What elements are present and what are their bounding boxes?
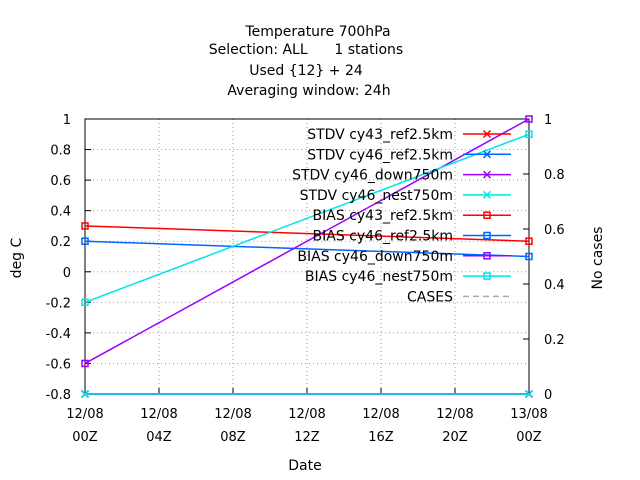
legend-label: BIAS cy43_ref2.5km: [313, 208, 453, 224]
legend-label: STDV cy46_nest750m: [300, 188, 453, 204]
x-tick-label-date: 12/08: [436, 407, 473, 422]
y-tick-label: 0.2: [50, 235, 71, 250]
legend-label: STDV cy46_down750m: [292, 168, 453, 184]
x-tick-label-date: 12/08: [140, 407, 177, 422]
legend: STDV cy43_ref2.5km STDV cy46_ref2.5km STDV…: [292, 127, 511, 305]
square-marker: [81, 298, 89, 307]
y-tick-label: -0.2: [46, 296, 71, 311]
y-axis-label: deg C: [9, 237, 25, 278]
series-5: [81, 237, 533, 261]
x-marker-stroke: [80, 389, 90, 399]
x-marker: [482, 150, 492, 159]
y2-tick-label: 1: [544, 113, 552, 128]
x-marker-stroke: [482, 170, 492, 179]
x-marker-stroke: [482, 190, 492, 199]
x-marker-stroke: [524, 389, 534, 399]
square-marker: [483, 211, 491, 219]
legend-label: STDV cy46_ref2.5km: [307, 147, 453, 163]
square-marker: [525, 252, 533, 261]
y2-axis-label: No cases: [590, 227, 606, 290]
x-tick-label-hour: 00Z: [516, 430, 542, 445]
x-tick-label-hour: 08Z: [220, 430, 246, 445]
legend-label: BIAS cy46_nest750m: [305, 269, 453, 285]
x-tick-label-hour: 04Z: [146, 430, 172, 445]
y2-tick-label: 0.8: [544, 168, 565, 183]
series-3: [80, 389, 534, 399]
x-axis-label: Date: [288, 458, 321, 474]
series-lines: [80, 115, 534, 399]
plot-axes: -0.8 -0.6 -0.4 -0.2 0 0.2 0.4 0.6 0.8 1 0 0.2 0.4 0.6…: [46, 113, 565, 445]
series-line: [84, 118, 530, 365]
square-marker: [483, 231, 491, 240]
y2-tick-label: 0: [544, 388, 552, 403]
square-marker: [81, 237, 89, 245]
x-tick-label-date: 12/08: [66, 407, 103, 422]
square-marker: [525, 130, 533, 139]
y-tick-label: -0.8: [46, 388, 71, 403]
series-4: [81, 222, 533, 245]
y-tick-label: 0: [63, 266, 71, 281]
x-marker: [524, 389, 534, 399]
x-tick-label-hour: 00Z: [72, 430, 98, 445]
square-marker: [525, 115, 533, 123]
x-tick-label-date: 12/08: [362, 407, 399, 422]
x-tick-label-hour: 12Z: [294, 430, 320, 445]
series-7: [81, 130, 533, 307]
y-tick-label: -0.4: [46, 327, 71, 342]
square-marker: [483, 252, 491, 260]
square-marker: [525, 237, 533, 245]
series-6: [81, 115, 533, 368]
x-marker: [482, 129, 492, 139]
series-line: [84, 225, 530, 242]
y2-tick-label: 0.2: [544, 333, 565, 348]
legend-label: STDV cy43_ref2.5km: [307, 127, 453, 143]
y-tick-label: 0.6: [50, 174, 71, 189]
x-tick-label-date: 13/08: [510, 407, 547, 422]
x-marker: [482, 190, 492, 199]
legend-label: BIAS cy46_ref2.5km: [313, 229, 453, 245]
chart-title-line-1: Temperature 700hPa: [244, 24, 390, 40]
square-marker: [483, 272, 491, 280]
y2-tick-label: 0.6: [544, 223, 565, 238]
x-marker: [80, 389, 90, 399]
y-tick-label: -0.6: [46, 357, 71, 372]
x-marker: [482, 170, 492, 179]
y2-tick-label: 0.4: [544, 278, 565, 293]
y-tick-label: 1: [63, 113, 71, 128]
square-marker: [81, 222, 89, 230]
series-line: [84, 240, 530, 258]
x-tick-label-date: 12/08: [214, 407, 251, 422]
square-marker: [81, 359, 89, 368]
x-tick-label-date: 12/08: [288, 407, 325, 422]
x-marker-stroke: [482, 150, 492, 159]
y-tick-label: 0.8: [50, 144, 71, 159]
x-tick-label-hour: 16Z: [368, 430, 394, 445]
legend-label: BIAS cy46_down750m: [297, 249, 453, 265]
x-marker-stroke: [482, 129, 492, 139]
chart-title-line-4: Averaging window: 24h: [227, 83, 390, 99]
x-tick-label-hour: 20Z: [442, 430, 468, 445]
legend-label: CASES: [407, 289, 453, 305]
y-tick-label: 0.4: [50, 205, 71, 220]
chart-title: Temperature 700hPa Selection: ALL 1 stat…: [209, 24, 403, 99]
chart-title-line-2: Selection: ALL 1 stations: [209, 42, 403, 58]
chart-title-line-3: Used {12} + 24: [249, 63, 363, 79]
series-line: [84, 133, 530, 304]
